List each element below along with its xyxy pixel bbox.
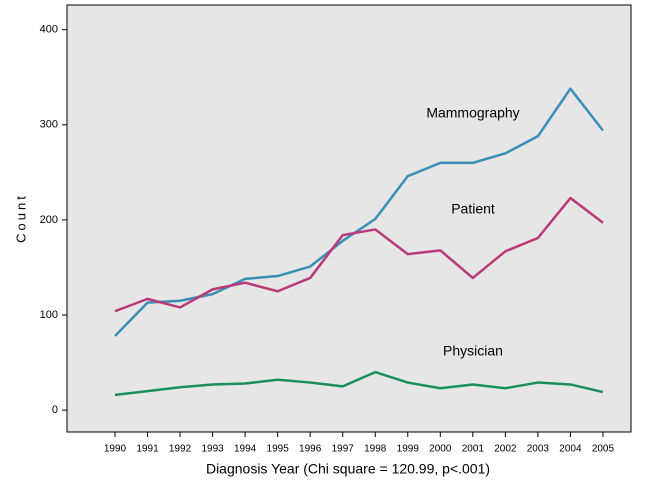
y-tick-label: 200 — [40, 214, 58, 226]
x-tick-label: 1991 — [136, 444, 159, 455]
plot-area — [66, 4, 632, 433]
y-tick-label: 300 — [40, 119, 58, 131]
x-tick-label: 1997 — [332, 444, 355, 455]
x-tick-label: 2005 — [592, 444, 615, 455]
x-tick-label: 2003 — [527, 444, 550, 455]
x-axis-label: Diagnosis Year (Chi square = 120.99, p<.… — [206, 461, 490, 477]
x-tick-label: 2004 — [559, 444, 582, 455]
series-line — [114, 196, 604, 313]
series-label: Patient — [451, 201, 495, 217]
x-tick-label: 1995 — [267, 444, 290, 455]
series-line — [114, 370, 604, 397]
x-tick-label: 2002 — [494, 444, 517, 455]
y-axis-label: Count — [13, 193, 28, 243]
y-tick-label: 0 — [52, 404, 58, 416]
x-tick-label: 2001 — [462, 444, 485, 455]
x-tick-label: 1996 — [299, 444, 322, 455]
x-tick-label: 1998 — [364, 444, 387, 455]
y-tick-label: 100 — [40, 309, 58, 321]
series-label: Mammography — [426, 105, 519, 121]
x-tick-label: 1990 — [104, 444, 127, 455]
x-tick-label: 2000 — [429, 444, 452, 455]
x-tick-label: 1992 — [169, 444, 192, 455]
x-tick-label: 1999 — [397, 444, 420, 455]
series-label: Physician — [443, 343, 503, 359]
y-tick-label: 400 — [40, 24, 58, 36]
x-tick-label: 1994 — [234, 444, 257, 455]
x-tick-label: 1993 — [201, 444, 224, 455]
